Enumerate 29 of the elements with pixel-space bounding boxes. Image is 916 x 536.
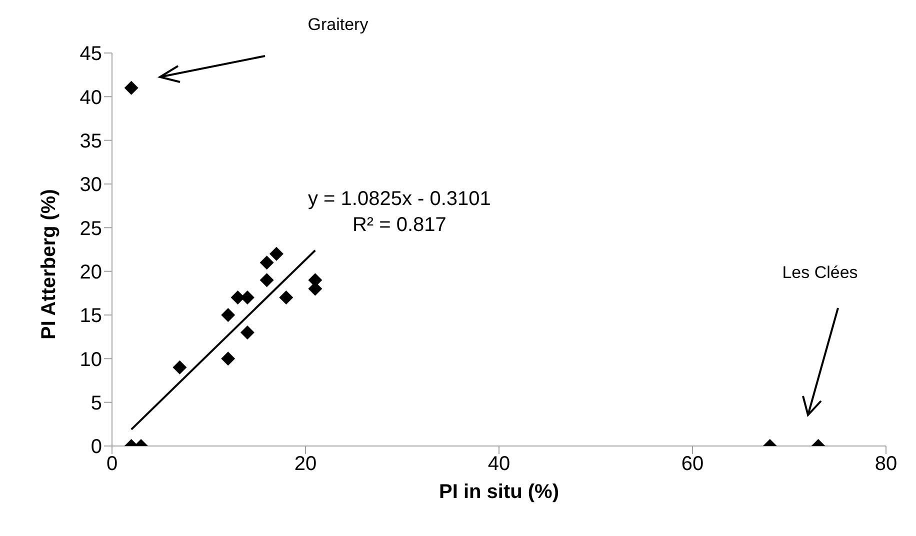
point [172,360,187,374]
y-tick-label: 45 [80,43,102,66]
x-tick-label: 20 [294,453,317,476]
point [260,256,274,270]
y-tick-label: 35 [80,130,102,152]
annotation: y = 1.0825x - 0.3101 [308,187,491,212]
x-tick-label: 60 [681,453,704,476]
x-tick-label: 0 [106,453,118,476]
y-tick-label: 20 [80,261,102,284]
point [221,308,236,322]
y-tick-label: 15 [80,305,102,328]
text: Graitery [308,15,369,34]
point [221,352,236,366]
y-tick-label: 5 [90,392,102,414]
point [260,273,274,288]
x-tick-label: 80 [874,453,898,476]
y-tick-label: 30 [80,174,102,196]
y-tick-label: 0 [90,436,102,458]
annotation: R² = 0.817 [351,213,448,238]
point [269,246,284,261]
point [279,290,294,305]
annotation: Les Clées [782,263,858,282]
x-tick-label: 40 [488,453,510,476]
y-tick-label: 40 [80,86,102,109]
y-tick-label: 25 [80,218,102,240]
x-axis-title: PI in situ (%) [439,481,559,503]
y-tick-label: 10 [80,348,102,371]
point [240,325,254,340]
y-axis-title: PI Atterberg (%) [38,189,60,340]
